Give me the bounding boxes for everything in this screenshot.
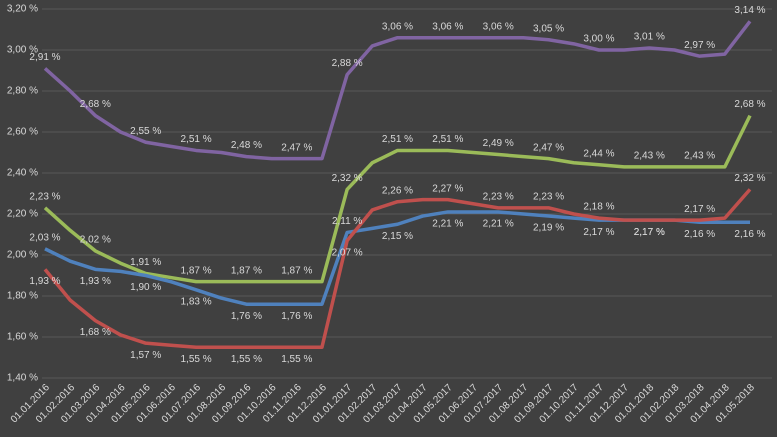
data-label: 2,32 %	[332, 173, 363, 184]
data-label: 2,15 %	[382, 231, 413, 242]
data-label: 1,87 %	[281, 265, 312, 276]
data-label: 2,18 %	[583, 202, 614, 213]
data-label: 1,76 %	[231, 311, 262, 322]
data-label: 3,06 %	[382, 21, 413, 32]
data-label: 2,44 %	[583, 148, 614, 159]
data-label: 3,06 %	[432, 21, 463, 32]
data-label: 2,47 %	[281, 142, 312, 153]
data-label: 2,17 %	[634, 227, 665, 238]
data-label: 2,68 %	[80, 99, 111, 110]
y-tick-label: 2,20 %	[7, 209, 38, 220]
data-label: 2,43 %	[634, 150, 665, 161]
data-label: 2,88 %	[332, 58, 363, 69]
data-label: 2,21 %	[483, 219, 514, 230]
data-label: 1,55 %	[231, 354, 262, 365]
data-label: 2,55 %	[130, 126, 161, 137]
data-label: 2,51 %	[181, 134, 212, 145]
data-label: 2,51 %	[432, 134, 463, 145]
data-label: 2,68 %	[734, 99, 765, 110]
data-label: 2,03 %	[29, 232, 60, 243]
data-label: 3,06 %	[483, 21, 514, 32]
y-tick-label: 1,40 %	[7, 373, 38, 384]
data-label: 1,93 %	[80, 276, 111, 287]
y-tick-label: 3,20 %	[7, 4, 38, 15]
data-label: 2,47 %	[533, 142, 564, 153]
y-tick-label: 2,00 %	[7, 250, 38, 261]
series-line	[43, 20, 752, 161]
data-label: 2,11 %	[332, 216, 362, 227]
y-tick-label: 1,60 %	[7, 332, 38, 343]
data-label: 2,02 %	[80, 235, 111, 246]
y-tick-label: 1,80 %	[7, 291, 38, 302]
data-label: 2,17 %	[684, 204, 715, 215]
data-label: 2,07 %	[332, 247, 363, 258]
data-label: 2,27 %	[432, 183, 463, 194]
data-label: 2,23 %	[29, 191, 60, 202]
data-label: 1,76 %	[281, 311, 312, 322]
data-label: 1,91 %	[130, 257, 161, 268]
data-label: 1,87 %	[181, 265, 212, 276]
data-label: 2,17 %	[634, 227, 665, 238]
data-label: 1,57 %	[130, 350, 161, 361]
data-label: 3,05 %	[533, 23, 564, 34]
data-label: 2,23 %	[483, 191, 514, 202]
data-label: 2,43 %	[684, 150, 715, 161]
data-label: 2,23 %	[533, 191, 564, 202]
y-tick-label: 3,00 %	[7, 45, 38, 56]
data-label: 2,26 %	[382, 185, 413, 196]
data-label: 2,32 %	[734, 173, 765, 184]
data-label: 1,55 %	[181, 354, 212, 365]
y-tick-label: 2,40 %	[7, 168, 38, 179]
data-label: 3,14 %	[734, 5, 765, 16]
data-label: 1,93 %	[29, 276, 60, 287]
y-tick-label: 2,80 %	[7, 86, 38, 97]
data-label: 2,19 %	[533, 223, 564, 234]
series-line	[43, 114, 752, 284]
series-line	[43, 188, 752, 349]
data-label: 1,68 %	[80, 327, 111, 338]
data-label: 1,87 %	[231, 265, 262, 276]
data-label: 1,55 %	[281, 354, 312, 365]
data-label: 1,90 %	[130, 282, 161, 293]
data-label: 2,48 %	[231, 140, 262, 151]
data-label: 2,97 %	[684, 40, 715, 51]
y-tick-label: 2,60 %	[7, 127, 38, 138]
data-label: 2,16 %	[684, 229, 715, 240]
data-label: 2,91 %	[29, 52, 60, 63]
data-label: 3,00 %	[583, 34, 614, 45]
data-label: 2,17 %	[583, 227, 614, 238]
data-label: 2,51 %	[382, 134, 413, 145]
data-label: 3,01 %	[634, 32, 665, 43]
data-label: 2,16 %	[734, 229, 765, 240]
data-label: 1,83 %	[181, 296, 212, 307]
data-label: 2,49 %	[483, 138, 514, 149]
data-label: 2,21 %	[432, 219, 463, 230]
